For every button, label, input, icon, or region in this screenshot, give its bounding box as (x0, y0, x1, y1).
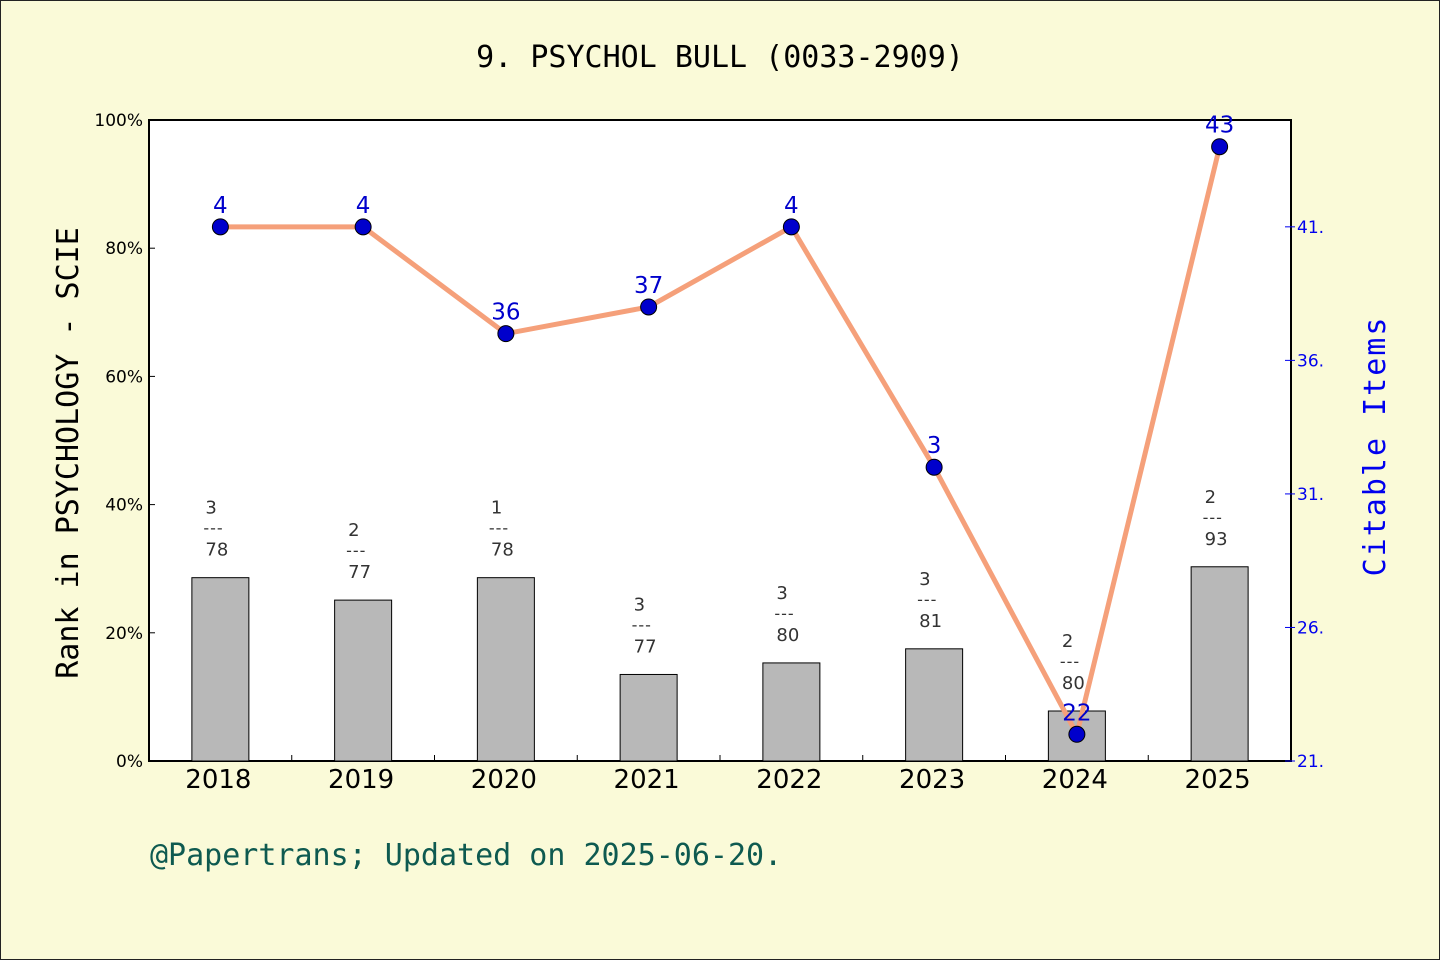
bar-rank-denominator: 80 (1062, 673, 1085, 694)
bars-layer: 3---782---771---783---773---803---812---… (191, 487, 1249, 762)
line-point-2023 (925, 458, 943, 476)
line-point-2025 (1211, 138, 1229, 156)
bar-rank-denominator: 77 (634, 636, 657, 657)
bar-2025 (1190, 566, 1249, 762)
bar-rank-numerator: 2 (1205, 487, 1216, 508)
line-point-2018 (211, 218, 229, 236)
line-point-label: 4 (356, 193, 371, 219)
chart-title: 9. PSYCHOL BULL (0033-2909) (476, 40, 964, 75)
line-point-2021 (640, 298, 658, 316)
y-tick-label: 60% (105, 367, 143, 387)
bar-rank-denominator: 77 (348, 562, 371, 583)
line-point-2024 (1068, 725, 1086, 743)
y-tick-label: 40% (105, 496, 143, 516)
x-tick-label: 2018 (185, 765, 251, 795)
line-point-label: 37 (634, 273, 663, 299)
bar-rank-denominator: 81 (919, 611, 942, 632)
bar-rank-separator: --- (203, 519, 223, 538)
line-point-label: 36 (491, 300, 520, 326)
line-point-label: 3 (927, 433, 942, 459)
bar-rank-denominator: 78 (491, 540, 514, 561)
bar-2023 (905, 648, 964, 762)
citable-items-line (220, 146, 1223, 737)
bar-rank-numerator: 2 (1062, 631, 1073, 652)
bar-rank-numerator: 3 (919, 569, 930, 590)
bar-rank-separator: --- (917, 590, 937, 609)
y-tick-label: 80% (105, 239, 143, 259)
y-tick-label: 20% (105, 624, 143, 644)
x-tick-label: 2024 (1042, 765, 1108, 795)
bar-2021 (619, 673, 678, 762)
x-tick-label: 2021 (614, 765, 680, 795)
y-tick-label: 0% (116, 752, 143, 772)
y-axis-label: Rank in PSYCHOLOGY - SCIE (51, 227, 86, 679)
line-point-label: 4 (784, 193, 799, 219)
bar-rank-numerator: 3 (776, 583, 787, 604)
line-point-label: 22 (1062, 700, 1091, 726)
bar-rank-denominator: 93 (1205, 529, 1228, 550)
bar-rank-denominator: 80 (776, 625, 799, 646)
bar-rank-separator: --- (1060, 652, 1080, 671)
y2-tick-label: 41. (1297, 218, 1324, 238)
footer-updated-note: @Papertrans; Updated on 2025-06-20. (150, 838, 782, 873)
bar-rank-separator: --- (1203, 508, 1223, 527)
bar-rank-separator: --- (774, 604, 794, 623)
line-point-2022 (782, 218, 800, 236)
plot-area (148, 119, 1292, 762)
bar-2018 (191, 577, 250, 762)
bar-rank-denominator: 78 (205, 540, 228, 561)
bar-2019 (334, 599, 393, 762)
bar-2020 (476, 577, 535, 762)
x-tick-label: 2020 (471, 765, 537, 795)
line-point-label: 43 (1205, 113, 1234, 139)
bar-rank-numerator: 3 (205, 498, 216, 519)
y2-axis-label: Citable Items (1358, 316, 1393, 577)
y2-tick-label: 36. (1297, 351, 1324, 371)
y2-tick-label: 26. (1297, 618, 1324, 638)
line-point-label: 4 (213, 193, 228, 219)
bar-rank-separator: --- (632, 615, 652, 634)
line-point-2019 (354, 218, 372, 236)
y2-tick-label: 21. (1297, 752, 1324, 772)
y2-tick-label: 31. (1297, 485, 1324, 505)
bar-rank-numerator: 3 (634, 594, 645, 615)
y-tick-label: 100% (94, 111, 143, 131)
x-tick-label: 2023 (899, 765, 965, 795)
x-tick-label: 2022 (756, 765, 822, 795)
axes-layer: 0% 20% 40% 60% 80% 100% 21. 26. 31. 36. 41. 2018 201… (94, 111, 1324, 795)
x-tick-label: 2025 (1185, 765, 1251, 795)
x-tick-label: 2019 (328, 765, 394, 795)
bar-rank-numerator: 2 (348, 520, 359, 541)
bar-rank-numerator: 1 (491, 498, 502, 519)
line-point-2020 (497, 325, 515, 343)
bar-2022 (762, 662, 821, 762)
bar-rank-separator: --- (489, 519, 509, 538)
bar-rank-separator: --- (346, 541, 366, 560)
